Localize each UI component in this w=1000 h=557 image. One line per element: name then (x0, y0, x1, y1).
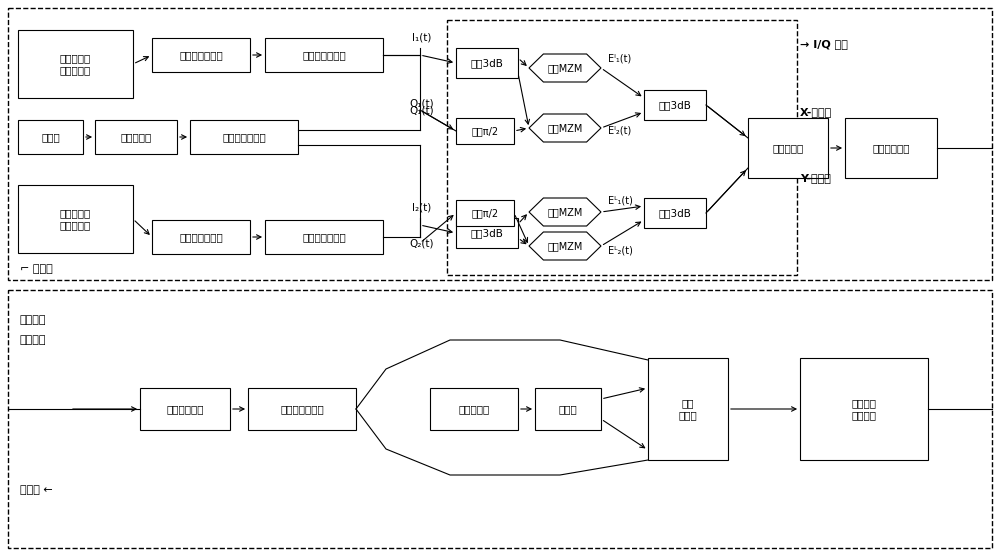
Text: 接收方 ←: 接收方 ← (20, 485, 53, 495)
Text: Eᴸ₁(t): Eᴸ₁(t) (608, 195, 633, 205)
Text: 第一量子随
机数发生器: 第一量子随 机数发生器 (60, 53, 91, 75)
Bar (265, 38, 383, 72)
Bar (644, 198, 706, 228)
Text: 幅度调制器: 幅度调制器 (120, 132, 152, 142)
Bar (8, 290, 992, 548)
Text: Q₁(t): Q₁(t) (410, 105, 434, 115)
Text: 第三MZM: 第三MZM (547, 207, 583, 217)
Text: 信号接收装置: 信号接收装置 (166, 404, 204, 414)
Bar (18, 120, 83, 154)
Text: 第四3dB: 第四3dB (659, 208, 691, 218)
Bar (447, 20, 797, 275)
Bar (456, 48, 518, 78)
Bar (95, 120, 177, 154)
Bar (8, 8, 992, 280)
Bar (140, 388, 230, 430)
Bar (152, 38, 250, 72)
Polygon shape (529, 198, 601, 226)
Text: Q₁(t): Q₁(t) (410, 98, 434, 108)
Text: Q₂(t): Q₂(t) (410, 238, 434, 248)
Text: 分束器: 分束器 (559, 404, 577, 414)
Polygon shape (529, 54, 601, 82)
Text: 第一MZM: 第一MZM (547, 63, 583, 73)
Bar (248, 388, 356, 430)
Bar (456, 218, 518, 248)
Bar (190, 120, 298, 154)
Text: 第二调制器驱动: 第二调制器驱动 (302, 232, 346, 242)
Text: 第二量子随
机数发生器: 第二量子随 机数发生器 (60, 208, 91, 230)
Text: 第一电平发生器: 第一电平发生器 (179, 50, 223, 60)
Bar (648, 358, 728, 460)
Text: 第二偏振分束器: 第二偏振分束器 (280, 404, 324, 414)
Bar (456, 200, 514, 226)
Text: 第三3dB: 第三3dB (659, 100, 691, 110)
Text: 第二电平发生器: 第二电平发生器 (179, 232, 223, 242)
Polygon shape (529, 114, 601, 142)
Text: 偏振合束器: 偏振合束器 (772, 143, 804, 153)
Text: 第二MZM: 第二MZM (547, 123, 583, 133)
Text: 极化成对
解码模块: 极化成对 解码模块 (852, 398, 876, 420)
Text: Eᴵ₂(t): Eᴵ₂(t) (608, 125, 631, 135)
Bar (644, 90, 706, 120)
Text: 激光器: 激光器 (41, 132, 60, 142)
Bar (18, 185, 133, 253)
Text: I₁(t): I₁(t) (412, 32, 432, 42)
Text: Eᴵ₁(t): Eᴵ₁(t) (608, 53, 631, 63)
Text: 第一调制器驱动: 第一调制器驱动 (302, 50, 346, 60)
Text: 第二π/2: 第二π/2 (471, 208, 499, 218)
Text: ⌐ 发送方: ⌐ 发送方 (20, 264, 53, 274)
Text: 本地振荡器: 本地振荡器 (458, 404, 490, 414)
Text: 第四MZM: 第四MZM (547, 241, 583, 251)
Bar (800, 358, 928, 460)
Text: 第二3dB: 第二3dB (471, 228, 503, 238)
Bar (456, 118, 514, 144)
Text: I₂(t): I₂(t) (412, 202, 432, 212)
Text: 第一π/2: 第一π/2 (471, 126, 499, 136)
Bar (265, 220, 383, 254)
Polygon shape (529, 232, 601, 260)
Text: 信号发射装置: 信号发射装置 (872, 143, 910, 153)
Text: X-偏振态: X-偏振态 (800, 107, 832, 117)
Text: Y-偏振态: Y-偏振态 (800, 173, 831, 183)
Text: 量子信道: 量子信道 (20, 335, 46, 345)
Bar (152, 220, 250, 254)
Bar (845, 118, 937, 178)
Bar (18, 30, 133, 98)
Text: → I/Q 调制: → I/Q 调制 (800, 39, 848, 49)
Bar (430, 388, 518, 430)
Text: 自由空间: 自由空间 (20, 315, 46, 325)
Bar (535, 388, 601, 430)
Text: 第一偏振分束器: 第一偏振分束器 (222, 132, 266, 142)
Text: 光电
探测器: 光电 探测器 (679, 398, 697, 420)
Text: 第一3dB: 第一3dB (471, 58, 503, 68)
Bar (748, 118, 828, 178)
Text: Eᴸ₂(t): Eᴸ₂(t) (608, 245, 633, 255)
